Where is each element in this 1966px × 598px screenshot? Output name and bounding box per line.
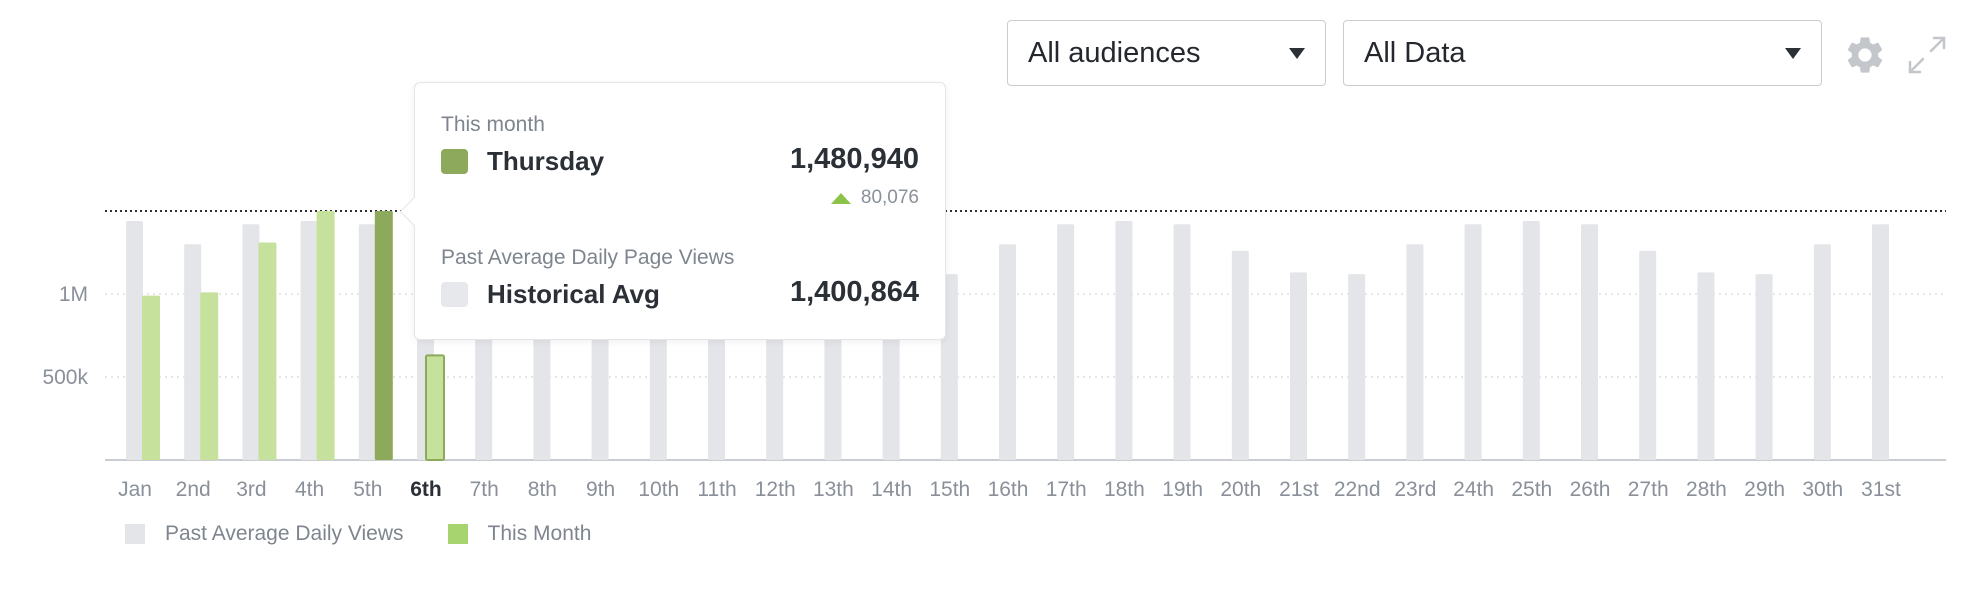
- legend-item-this-month[interactable]: This Month: [447, 522, 592, 546]
- tooltip-this-month-swatch: [441, 149, 468, 174]
- bar-past: [1581, 224, 1598, 460]
- bar-this-month: [200, 292, 219, 460]
- arrow-up-icon: [830, 192, 851, 204]
- tooltip-past-title: Past Average Daily Page Views: [441, 246, 735, 269]
- x-tick-label: 17th: [1046, 478, 1087, 501]
- bar-past: [1173, 224, 1191, 460]
- bar-this-month: [374, 211, 393, 460]
- bar-past: [1231, 250, 1249, 460]
- chevron-down-icon: [1785, 47, 1801, 59]
- bar-past: [1290, 272, 1307, 460]
- data-select[interactable]: All Data: [1343, 20, 1822, 86]
- x-tick-label: 31st: [1861, 478, 1901, 501]
- tooltip-delta: 80,076: [830, 187, 919, 209]
- chevron-down-icon: [1289, 47, 1305, 59]
- bar-this-month: [425, 354, 445, 462]
- x-tick-label: 14th: [871, 478, 912, 501]
- x-tick-label: Jan: [118, 478, 152, 501]
- tooltip-past-value: 1,400,864: [789, 276, 919, 308]
- legend-item-past[interactable]: Past Average Daily Views: [125, 522, 404, 546]
- x-tick-label: 21st: [1279, 478, 1319, 501]
- bar-this-month: [142, 295, 160, 460]
- tooltip-this-month-value: 1,480,940: [789, 143, 919, 175]
- audience-select[interactable]: All audiences: [1007, 20, 1326, 86]
- legend-swatch-past: [125, 524, 145, 544]
- bar-past: [358, 224, 376, 460]
- x-tick-label: 23rd: [1394, 478, 1436, 501]
- bar-past: [242, 224, 260, 460]
- chart-tooltip: This month Thursday 1,480,940 80,076 Pas…: [399, 82, 946, 340]
- x-tick-label: 8th: [528, 478, 557, 501]
- x-tick-label: 13th: [813, 478, 854, 501]
- x-tick-label: 28th: [1686, 478, 1727, 501]
- tooltip-delta-value: 80,076: [860, 187, 919, 208]
- bar-this-month: [316, 211, 335, 460]
- x-tick-label: 18th: [1104, 478, 1145, 501]
- legend-swatch-this-month: [447, 524, 468, 544]
- tooltip-past-swatch: [441, 282, 468, 307]
- bar-this-month: [258, 242, 277, 460]
- x-tick-label: 25th: [1511, 478, 1552, 501]
- x-tick-label: 15th: [929, 478, 970, 501]
- x-tick-label: 9th: [586, 478, 615, 501]
- tooltip-past-name: Historical Avg: [487, 279, 660, 309]
- bar-past: [1057, 224, 1075, 460]
- chart-legend: Past Average Daily Views This Month: [125, 522, 635, 546]
- bar-past: [1464, 224, 1482, 460]
- bar-past: [1697, 272, 1715, 460]
- x-tick-label: 30th: [1802, 478, 1843, 501]
- x-tick-label: 6th: [410, 478, 442, 501]
- bar-past: [1348, 274, 1366, 460]
- tooltip-this-month-name: Thursday: [487, 146, 605, 176]
- legend-label-this-month: This Month: [487, 522, 592, 545]
- expand-icon[interactable]: [1905, 33, 1949, 77]
- x-tick-label: 16th: [988, 478, 1029, 501]
- y-tick-label: 1M: [59, 283, 88, 306]
- x-tick-label: 4th: [295, 478, 324, 501]
- gear-icon[interactable]: [1843, 33, 1887, 77]
- bar-past: [1872, 224, 1889, 460]
- x-tick-label: 11th: [697, 478, 736, 501]
- y-tick-label: 500k: [42, 366, 88, 389]
- x-tick-label: 26th: [1570, 478, 1611, 501]
- bar-past: [1522, 220, 1540, 460]
- bar-past: [184, 244, 202, 460]
- x-tick-label: 29th: [1744, 478, 1785, 501]
- bar-past: [1639, 250, 1657, 460]
- bar-past: [300, 220, 318, 460]
- x-tick-label: 5th: [353, 478, 382, 501]
- x-tick-label: 12th: [755, 478, 796, 501]
- x-tick-label: 19th: [1162, 478, 1203, 501]
- x-tick-label: 7th: [470, 478, 499, 501]
- bar-past: [1115, 220, 1133, 460]
- x-tick-label: 22nd: [1334, 478, 1381, 501]
- bar-past: [1813, 244, 1831, 460]
- tooltip-this-month-title: This month: [441, 113, 545, 136]
- x-tick-label: 27th: [1628, 478, 1669, 501]
- legend-label-past: Past Average Daily Views: [165, 522, 404, 545]
- audience-select-value: All audiences: [1028, 36, 1201, 69]
- bar-past: [126, 220, 143, 460]
- bar-past: [1406, 244, 1424, 460]
- data-select-value: All Data: [1364, 36, 1466, 69]
- x-tick-label: 10th: [638, 478, 679, 501]
- bar-past: [1755, 274, 1773, 460]
- x-tick-label: 24th: [1453, 478, 1494, 501]
- x-tick-label: 3rd: [236, 478, 266, 501]
- bar-past: [999, 244, 1016, 460]
- x-tick-label: 2nd: [176, 478, 211, 501]
- x-tick-label: 20th: [1220, 478, 1261, 501]
